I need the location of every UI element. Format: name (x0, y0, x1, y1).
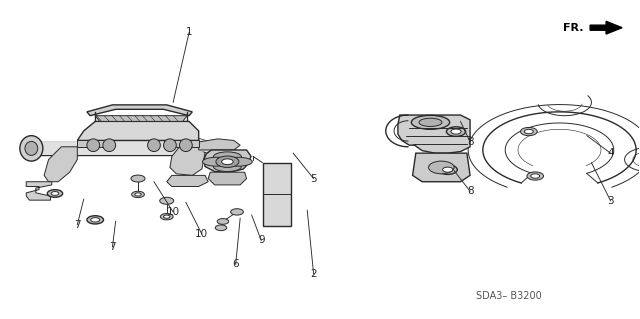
Polygon shape (590, 21, 622, 34)
Ellipse shape (179, 139, 192, 152)
Text: 9: 9 (258, 235, 264, 246)
Circle shape (87, 216, 104, 224)
Text: 10: 10 (195, 229, 209, 239)
Text: 4: 4 (607, 148, 614, 158)
Circle shape (47, 190, 63, 197)
Circle shape (164, 215, 170, 218)
Circle shape (429, 161, 454, 174)
Polygon shape (413, 153, 470, 182)
Text: 2: 2 (310, 269, 317, 279)
Polygon shape (95, 116, 187, 122)
Polygon shape (44, 147, 77, 182)
Text: 5: 5 (310, 174, 317, 183)
Text: 7: 7 (109, 242, 116, 252)
Polygon shape (262, 163, 291, 226)
Polygon shape (26, 182, 52, 200)
Ellipse shape (213, 152, 241, 162)
Polygon shape (170, 147, 205, 175)
Circle shape (221, 159, 233, 165)
Ellipse shape (164, 139, 176, 152)
Ellipse shape (419, 118, 442, 126)
Polygon shape (204, 150, 251, 172)
Polygon shape (167, 175, 208, 187)
Polygon shape (39, 142, 218, 155)
Text: 8: 8 (467, 186, 474, 196)
Circle shape (443, 167, 453, 172)
Ellipse shape (213, 161, 241, 172)
Ellipse shape (412, 115, 450, 129)
Circle shape (531, 174, 540, 178)
Circle shape (135, 193, 141, 196)
Text: 6: 6 (232, 259, 239, 269)
Text: SDA3– B3200: SDA3– B3200 (476, 291, 542, 301)
Circle shape (451, 129, 461, 134)
Polygon shape (398, 115, 470, 153)
Polygon shape (77, 122, 198, 140)
Polygon shape (164, 140, 198, 147)
Polygon shape (77, 140, 113, 147)
Polygon shape (208, 172, 246, 185)
Circle shape (215, 225, 227, 231)
Polygon shape (198, 139, 240, 150)
Text: FR.: FR. (563, 23, 583, 33)
Text: 8: 8 (467, 137, 474, 147)
Circle shape (132, 191, 145, 197)
Circle shape (520, 127, 537, 136)
Ellipse shape (148, 139, 161, 152)
Ellipse shape (20, 136, 43, 161)
Ellipse shape (103, 139, 116, 152)
Ellipse shape (202, 157, 230, 166)
Circle shape (91, 218, 100, 222)
Circle shape (160, 197, 173, 204)
Circle shape (447, 127, 466, 136)
Circle shape (51, 192, 59, 196)
Polygon shape (198, 138, 246, 165)
Polygon shape (87, 105, 192, 116)
Circle shape (217, 219, 228, 224)
Circle shape (161, 213, 173, 220)
Text: 7: 7 (74, 219, 81, 230)
Circle shape (524, 129, 533, 134)
Circle shape (527, 172, 543, 180)
Circle shape (438, 165, 458, 174)
Circle shape (230, 209, 243, 215)
Text: 1: 1 (186, 27, 193, 37)
Ellipse shape (224, 157, 252, 166)
Text: 10: 10 (166, 207, 180, 217)
Ellipse shape (87, 139, 100, 152)
Text: 3: 3 (607, 196, 614, 206)
Circle shape (131, 175, 145, 182)
Circle shape (216, 156, 239, 167)
Ellipse shape (25, 141, 38, 155)
